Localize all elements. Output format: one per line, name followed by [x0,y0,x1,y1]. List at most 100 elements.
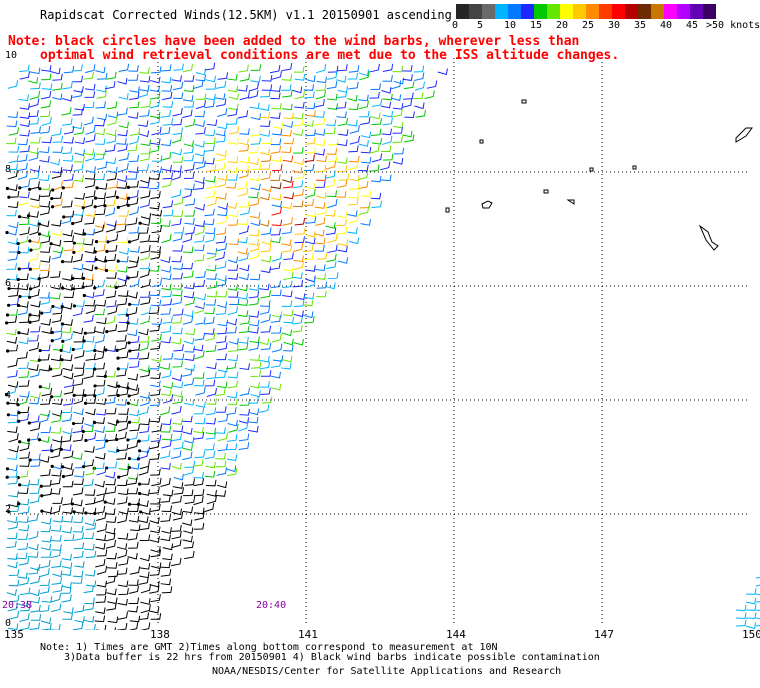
wind-barb [413,65,425,73]
wind-barb [50,362,62,370]
wind-barb [745,612,757,620]
wind-barb [358,164,369,172]
wind-barb [755,593,760,596]
contamination-dot [93,286,97,290]
wind-barb [292,272,303,279]
wind-barb [29,575,41,585]
contamination-dot [72,510,76,514]
wind-barb [755,617,760,620]
wind-barb [127,440,139,450]
wind-barb [305,237,316,245]
wind-barb [73,335,85,343]
wind-barb [150,468,161,476]
wind-barb [19,451,30,459]
wind-barb [182,415,193,423]
latitude-tick-label: 4 [5,390,12,401]
wind-barb [314,148,325,156]
wind-barb [83,274,94,281]
wind-barb [151,318,163,326]
wind-barb [63,450,74,459]
wind-barb [72,453,83,460]
wind-barb [160,578,172,586]
wind-barb [238,273,250,281]
wind-barb [39,200,51,208]
wind-barb [204,157,215,165]
wind-barb [28,397,40,405]
contamination-dot [50,205,55,209]
wind-barb [106,552,117,560]
wind-barb [138,500,149,508]
wind-barb [217,203,229,210]
wind-barb [61,526,73,534]
legend-label: 15 [530,20,543,31]
lat-lon-grid [10,58,750,625]
wind-barb [283,265,294,272]
wind-barb [260,171,271,181]
wind-barb [195,93,207,101]
wind-barb [258,338,270,346]
wind-barb [755,625,760,627]
wind-barb [270,280,281,289]
wind-barb [105,540,117,549]
contamination-dot [82,339,86,343]
contamination-dot [17,419,21,423]
wind-barb [138,352,150,360]
wind-barb [29,589,40,597]
wind-barb [73,478,84,485]
contamination-dot [60,358,64,362]
wind-barb [269,64,281,74]
wind-barb [6,540,17,549]
wind-barb [260,244,272,253]
wind-barb [95,221,106,229]
wind-barb [138,576,149,585]
wind-barb [116,279,127,288]
wind-barb [735,604,747,612]
wind-barb [228,423,239,433]
wind-barb [83,532,95,540]
wind-barb [61,553,72,561]
contamination-dot [37,358,41,362]
wind-barb [95,264,107,272]
wind-barb [237,248,248,255]
wind-barb [149,486,160,495]
legend-swatch [703,4,716,19]
contamination-dot [18,294,22,299]
wind-barb [216,353,227,361]
wind-barb [6,263,17,270]
wind-barb [8,611,20,620]
wind-barb [30,459,41,467]
wind-barb [7,359,18,368]
wind-barb [139,434,150,442]
wind-barb [118,388,129,396]
wind-barb [118,362,129,370]
wind-barb [304,182,316,190]
wind-barb [225,465,237,473]
wind-barb [291,86,303,94]
wind-barb [206,180,217,190]
wind-barb [40,543,52,551]
wind-barb [305,75,316,83]
wind-barb [215,80,227,89]
wind-barb [17,138,29,146]
wind-barb [161,586,173,594]
wind-barb [39,220,50,228]
wind-barb [7,184,18,192]
contamination-dot [50,449,54,453]
wind-barb [216,335,227,344]
contamination-dot [126,386,130,390]
wind-barb [150,613,162,620]
contamination-dot [62,215,66,219]
wind-barb [162,394,174,404]
wind-barb [149,362,161,370]
wind-barb [184,551,195,560]
wind-barb [38,413,50,423]
wind-barb [51,166,63,174]
wind-barb [150,594,161,603]
wind-barb [282,89,293,98]
legend-swatch [677,4,690,19]
wind-barb [745,622,757,630]
wind-barb [139,315,151,325]
wind-barb [160,256,171,264]
contamination-dot [5,186,9,191]
wind-barb [204,129,216,137]
